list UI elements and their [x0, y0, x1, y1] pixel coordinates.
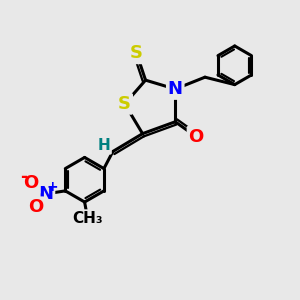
Text: O: O	[188, 128, 204, 146]
Text: N: N	[168, 80, 183, 98]
Text: O: O	[23, 174, 39, 192]
Text: CH₃: CH₃	[72, 211, 103, 226]
Text: S: S	[118, 95, 131, 113]
Text: S: S	[130, 44, 143, 62]
Text: -: -	[20, 168, 27, 186]
Text: N: N	[38, 185, 53, 203]
Text: O: O	[28, 198, 43, 216]
Text: +: +	[47, 180, 58, 194]
Text: H: H	[98, 138, 110, 153]
